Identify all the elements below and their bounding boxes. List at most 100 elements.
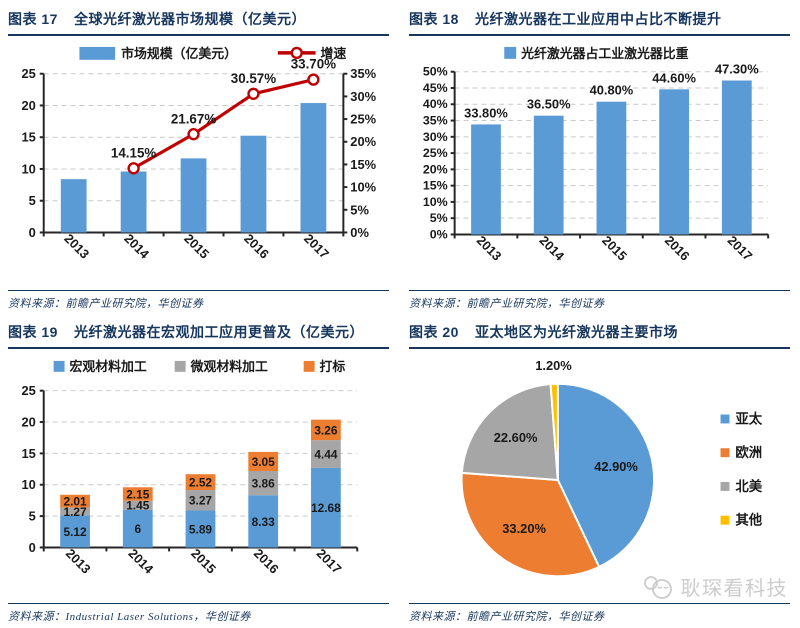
svg-text:2016: 2016 xyxy=(251,546,282,577)
svg-text:2015: 2015 xyxy=(599,233,630,264)
svg-text:2017: 2017 xyxy=(725,233,756,264)
svg-text:35%: 35% xyxy=(423,114,448,128)
svg-text:25: 25 xyxy=(21,66,35,81)
svg-text:0: 0 xyxy=(29,540,36,555)
svg-text:10%: 10% xyxy=(423,195,448,209)
plot-frame: 0 5 10 15 20 25 0% 5% 10% 15% 20% 25% 30% 35% xyxy=(21,66,376,240)
svg-text:40%: 40% xyxy=(423,97,448,111)
svg-text:宏观材料加工: 宏观材料加工 xyxy=(70,359,147,374)
figure-panel-17: 图表 17 全球光纤激光器市场规模（亿美元） 0 5 10 15 20 25 0% 5% 10% 1… xyxy=(8,6,389,313)
stacked-bars: 5.12 1.272.01 6 1.452.15 5.89 3.27 2.52 8.33 3.8… xyxy=(60,419,341,548)
svg-text:25%: 25% xyxy=(350,112,376,127)
svg-text:20%: 20% xyxy=(350,134,376,149)
figure-panel-19: 图表 19 光纤激光器在宏观加工应用更普及（亿美元） 0 5 10 15 20 25 5.12… xyxy=(8,319,389,626)
svg-text:15: 15 xyxy=(21,446,35,461)
svg-text:2013: 2013 xyxy=(474,233,505,264)
figure-18-title-text: 光纤激光器在工业应用中占比不断提升 xyxy=(474,11,722,27)
svg-text:3.26: 3.26 xyxy=(314,423,338,437)
svg-text:33.70%: 33.70% xyxy=(291,57,336,72)
legend: 光纤激光器占工业激光器比重 xyxy=(504,46,689,61)
svg-text:25%: 25% xyxy=(423,146,448,160)
svg-text:光纤激光器占工业激光器比重: 光纤激光器占工业激光器比重 xyxy=(520,46,689,61)
svg-text:4.44: 4.44 xyxy=(314,447,338,461)
svg-text:1.45: 1.45 xyxy=(126,499,150,513)
svg-text:22.60%: 22.60% xyxy=(494,430,538,445)
fig18-industrial-share-bar-chart: 0% 5% 10% 15% 20% 25% 30% 35% 40% 45% 50% 33.80% 36.… xyxy=(423,46,770,264)
svg-text:15%: 15% xyxy=(423,179,448,193)
svg-text:微观材料加工: 微观材料加工 xyxy=(190,359,268,374)
figure-panel-20: 图表 20 亚太地区为光纤激光器主要市场 42.90% 33.20% 22.60% 1.… xyxy=(409,319,790,626)
svg-text:欧洲: 欧洲 xyxy=(735,444,762,460)
svg-text:打标: 打标 xyxy=(320,359,346,374)
svg-text:30%: 30% xyxy=(350,89,376,104)
svg-text:3.05: 3.05 xyxy=(252,455,276,469)
svg-text:2016: 2016 xyxy=(241,231,272,262)
market-size-bars xyxy=(60,103,327,233)
figure-17-label: 图表 17 xyxy=(8,11,58,27)
figure-20-title: 图表 20 亚太地区为光纤激光器主要市场 xyxy=(409,319,790,349)
figure-18-label: 图表 18 xyxy=(409,11,459,27)
svg-text:2013: 2013 xyxy=(63,546,94,577)
svg-text:44.60%: 44.60% xyxy=(652,70,696,85)
svg-text:30.57%: 30.57% xyxy=(231,71,276,86)
svg-text:2017: 2017 xyxy=(314,546,345,577)
svg-text:市场规模（亿美元）: 市场规模（亿美元） xyxy=(121,46,237,61)
svg-text:47.30%: 47.30% xyxy=(715,62,759,77)
svg-text:2.52: 2.52 xyxy=(189,476,213,490)
svg-text:2013: 2013 xyxy=(61,231,92,262)
svg-text:42.90%: 42.90% xyxy=(594,459,638,474)
svg-text:2014: 2014 xyxy=(536,233,567,264)
figure-17-title-text: 全球光纤激光器市场规模（亿美元） xyxy=(73,11,306,27)
svg-text:2.15: 2.15 xyxy=(126,487,150,501)
svg-text:30%: 30% xyxy=(423,130,448,144)
svg-text:5%: 5% xyxy=(430,211,448,225)
svg-text:20%: 20% xyxy=(423,162,448,176)
svg-text:1.27: 1.27 xyxy=(63,505,87,519)
legend: 市场规模（亿美元） 增速 xyxy=(79,46,346,61)
svg-text:20: 20 xyxy=(21,415,35,430)
figure-19-title-text: 光纤激光器在宏观加工应用更普及（亿美元） xyxy=(73,324,364,340)
svg-text:0%: 0% xyxy=(430,227,448,241)
svg-text:50%: 50% xyxy=(423,65,448,79)
svg-text:40.80%: 40.80% xyxy=(590,83,634,98)
svg-text:0: 0 xyxy=(29,225,36,240)
svg-text:5.89: 5.89 xyxy=(189,522,213,536)
svg-text:33.20%: 33.20% xyxy=(502,521,546,536)
figure-19-source: 资料来源：Industrial Laser Solutions，华创证券 xyxy=(8,603,389,626)
svg-text:2.01: 2.01 xyxy=(63,495,87,509)
svg-text:2015: 2015 xyxy=(188,546,219,577)
svg-text:2014: 2014 xyxy=(126,546,157,577)
pie-slices xyxy=(460,382,656,578)
figure-20-title-text: 亚太地区为光纤激光器主要市场 xyxy=(474,324,678,340)
svg-text:45%: 45% xyxy=(423,81,448,95)
figure-18-title: 图表 18 光纤激光器在工业应用中占比不断提升 xyxy=(409,6,790,36)
growth-rate-line: 14.15% 21.67% 30.57% 33.70% xyxy=(111,57,336,175)
figure-18-source: 资料来源：前瞻产业研究院，华创证券 xyxy=(409,290,790,313)
fig19-application-stacked-bar-chart: 0 5 10 15 20 25 5.12 1.272.01 6 1.452.15 5.89 3.27 2… xyxy=(21,359,359,577)
svg-text:12.68: 12.68 xyxy=(311,501,341,515)
svg-text:5%: 5% xyxy=(350,202,369,217)
svg-text:10: 10 xyxy=(21,477,35,492)
svg-text:3.27: 3.27 xyxy=(189,494,213,508)
fig17-market-size-combo-chart: 0 5 10 15 20 25 0% 5% 10% 15% 20% 25% 30% 35% 2013 2014… xyxy=(21,46,376,262)
svg-text:2017: 2017 xyxy=(301,231,332,262)
figure-19-label: 图表 19 xyxy=(8,324,58,340)
svg-text:2015: 2015 xyxy=(181,231,212,262)
svg-text:33.80%: 33.80% xyxy=(464,106,508,121)
svg-text:2014: 2014 xyxy=(121,231,152,262)
share-bars: 33.80% 36.50% 40.80% 44.60% 47.30% xyxy=(464,62,759,235)
svg-text:14.15%: 14.15% xyxy=(111,145,156,160)
svg-text:1.20%: 1.20% xyxy=(535,358,572,373)
svg-text:2016: 2016 xyxy=(662,233,693,264)
svg-text:15%: 15% xyxy=(350,157,376,172)
legend: 宏观材料加工 微观材料加工 打标 xyxy=(53,359,346,374)
figure-20-label: 图表 20 xyxy=(409,324,459,340)
svg-text:35%: 35% xyxy=(350,66,376,81)
svg-text:亚太: 亚太 xyxy=(735,410,762,426)
svg-text:10%: 10% xyxy=(350,180,376,195)
svg-text:0%: 0% xyxy=(350,225,369,240)
figure-17-title: 图表 17 全球光纤激光器市场规模（亿美元） xyxy=(8,6,389,36)
svg-text:15: 15 xyxy=(21,130,35,145)
svg-text:21.67%: 21.67% xyxy=(171,111,216,126)
